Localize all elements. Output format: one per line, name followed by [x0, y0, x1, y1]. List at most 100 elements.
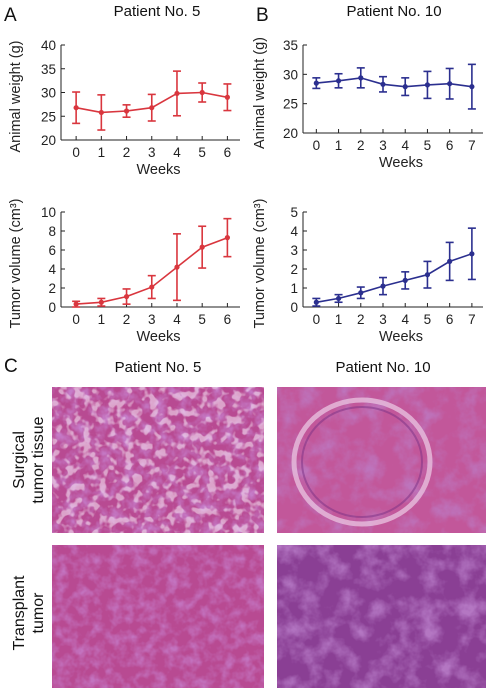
x-tick-label: 0: [72, 145, 80, 160]
micrograph-capsule-inner: [301, 406, 423, 518]
data-point: [424, 272, 431, 278]
y-tick-label: 40: [41, 38, 56, 53]
x-tick-label: 1: [98, 145, 106, 160]
data-point: [98, 299, 104, 305]
data-point: [469, 251, 475, 257]
x-tick-label: 5: [198, 145, 206, 160]
data-point: [123, 293, 130, 300]
x-tick-label: 4: [173, 312, 181, 327]
micrograph-surgical-patient-5: [52, 387, 264, 533]
series-line: [316, 77, 473, 88]
data-point: [447, 258, 453, 264]
x-tick-label: 2: [357, 312, 365, 327]
data-point: [98, 109, 104, 116]
x-tick-label: 7: [468, 312, 476, 327]
x-tick-label: 0: [313, 138, 321, 153]
micrograph-surgical-patient-10: [277, 387, 486, 533]
y-tick-label: 0: [48, 300, 56, 315]
x-axis-label: Weeks: [136, 329, 180, 345]
x-axis-label: Weeks: [379, 155, 423, 171]
x-tick-label: 1: [98, 312, 106, 327]
panel-letter-c: C: [4, 356, 18, 377]
data-point: [174, 264, 180, 270]
x-tick-label: 3: [148, 145, 156, 160]
y-tick-label: 1: [290, 281, 298, 296]
y-tick-label: 8: [48, 224, 56, 239]
micrograph-capsule: [291, 397, 433, 527]
x-tick-label: 2: [357, 138, 365, 153]
data-point: [149, 105, 155, 111]
x-tick-label: 5: [424, 138, 432, 153]
data-point: [402, 84, 408, 90]
chart-a-animal-weight: 20 25 30 35 40 0 1 2 3 4 5 6 Weeks Animal weight (g): [8, 38, 240, 178]
y-tick-label: 4: [290, 224, 298, 239]
x-tick-label: 4: [401, 312, 409, 327]
y-tick-label: 2: [290, 262, 298, 277]
data-point: [224, 94, 230, 100]
data-point: [424, 82, 431, 88]
data-point: [123, 108, 130, 114]
y-tick-label: 6: [48, 243, 56, 258]
data-point: [380, 81, 386, 87]
x-tick-label: 1: [335, 138, 343, 153]
data-point: [149, 284, 155, 290]
y-tick-label: 5: [290, 205, 298, 220]
data-point: [174, 90, 180, 97]
data-point: [224, 235, 230, 241]
y-tick-label: 30: [41, 86, 56, 101]
row-label-surgical-line2: tumor tissue: [30, 416, 47, 503]
x-tick-label: 5: [424, 312, 432, 327]
micrograph-texture: [277, 387, 486, 533]
x-tick-label: 6: [446, 138, 454, 153]
y-tick-label: 25: [283, 97, 298, 112]
chart-b-animal-weight: 20 25 30 35 0 1 2 3 4 5 6 7 Weeks Animal weight (g): [252, 37, 483, 171]
panel-c-title-patient-10: Patient No. 10: [335, 359, 430, 376]
data-point: [73, 301, 79, 307]
data-point: [73, 105, 79, 111]
panel-b-title: Patient No. 10: [346, 3, 441, 20]
y-axis-label: Tumor volume (cm³): [8, 199, 24, 329]
row-label-transplant-line2: tumor: [30, 592, 47, 634]
micrograph-transplant-patient-5: [52, 545, 264, 688]
data-point: [335, 295, 342, 302]
row-label-transplant: Transplant tumor: [11, 575, 47, 651]
row-label-surgical: Surgical tumor tissue: [11, 416, 47, 503]
y-tick-label: 35: [283, 38, 298, 53]
data-point: [447, 81, 453, 87]
y-tick-label: 3: [290, 243, 298, 258]
micrograph-texture: [277, 545, 486, 688]
y-tick-label: 30: [283, 67, 298, 82]
y-axis-label: Animal weight (g): [252, 37, 268, 149]
data-point: [199, 89, 205, 96]
x-tick-label: 3: [379, 312, 387, 327]
x-tick-label: 4: [401, 138, 409, 153]
x-tick-label: 6: [446, 312, 454, 327]
y-axis-label: Animal weight (g): [8, 40, 24, 152]
y-axis-label: Tumor volume (cm³): [252, 199, 268, 329]
x-axis-label: Weeks: [379, 329, 423, 345]
y-tick-label: 0: [290, 300, 298, 315]
y-tick-label: 4: [48, 262, 56, 277]
x-axis-label: Weeks: [136, 162, 180, 178]
panel-c-title-patient-5: Patient No. 5: [115, 359, 202, 376]
micrograph-transplant-patient-10: [277, 545, 486, 688]
y-tick-label: 20: [283, 126, 298, 141]
x-tick-label: 5: [198, 312, 206, 327]
panel-letter-b: B: [256, 5, 269, 26]
y-tick-label: 2: [48, 281, 56, 296]
data-point: [199, 244, 205, 250]
row-label-surgical-line1: Surgical: [11, 431, 28, 489]
y-tick-label: 10: [41, 205, 56, 220]
x-tick-label: 6: [224, 312, 232, 327]
data-point: [358, 75, 364, 81]
y-tick-label: 35: [41, 62, 56, 77]
chart-a-tumor-volume: 0 2 4 6 8 10 0 1 2 3 4 5 6 Weeks Tumor volume (cm³): [8, 199, 240, 345]
data-point: [380, 283, 386, 289]
micrograph-stroma: [52, 387, 264, 533]
y-tick-label: 20: [41, 133, 56, 148]
x-tick-label: 1: [335, 312, 343, 327]
x-tick-label: 3: [379, 138, 387, 153]
x-tick-label: 0: [72, 312, 80, 327]
